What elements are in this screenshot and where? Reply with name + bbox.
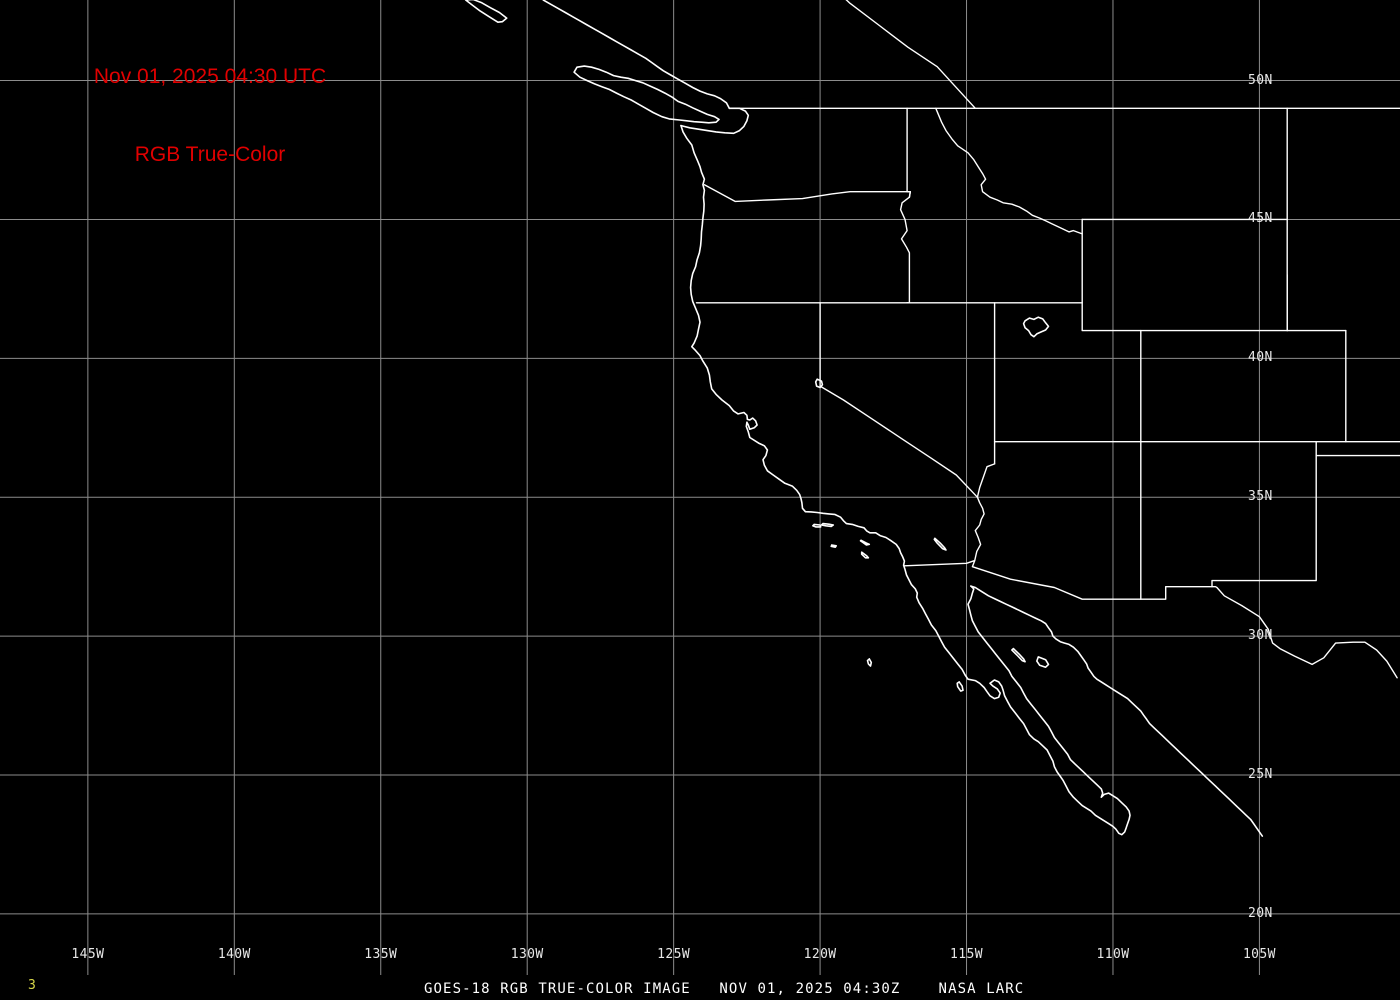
border-path: [908, 190, 911, 198]
graticule-layer: [0, 0, 1400, 975]
border-path: [845, 0, 976, 110]
coastline-path: [830, 544, 838, 549]
coastline-path: [970, 585, 1264, 837]
coastline-path: [1022, 316, 1050, 338]
coastline-path: [859, 539, 871, 546]
coastline-path: [811, 523, 822, 528]
coastline-path: [860, 551, 870, 559]
border-path: [819, 302, 979, 498]
border-path: [1081, 218, 1142, 443]
political-border-layer: [695, 0, 1400, 679]
border-path: [974, 496, 985, 562]
coastline-path: [680, 107, 750, 135]
coastline-path: [1011, 647, 1026, 663]
coastline-path: [464, 0, 508, 24]
coastline-path: [820, 522, 835, 528]
border-path: [935, 107, 1083, 235]
border-path: [703, 183, 911, 203]
coastline-layer: [464, 0, 1264, 837]
coastline-path: [956, 681, 964, 692]
coastline-path: [573, 65, 720, 124]
border-path: [903, 559, 1398, 679]
coastline-path: [1036, 656, 1050, 669]
coastline-path: [814, 378, 824, 389]
border-path: [1211, 441, 1317, 588]
coastline-path: [866, 658, 873, 667]
coastline-path: [680, 124, 1131, 836]
coastline-path: [542, 0, 731, 110]
coastline-path: [933, 537, 947, 551]
border-path: [976, 463, 996, 498]
